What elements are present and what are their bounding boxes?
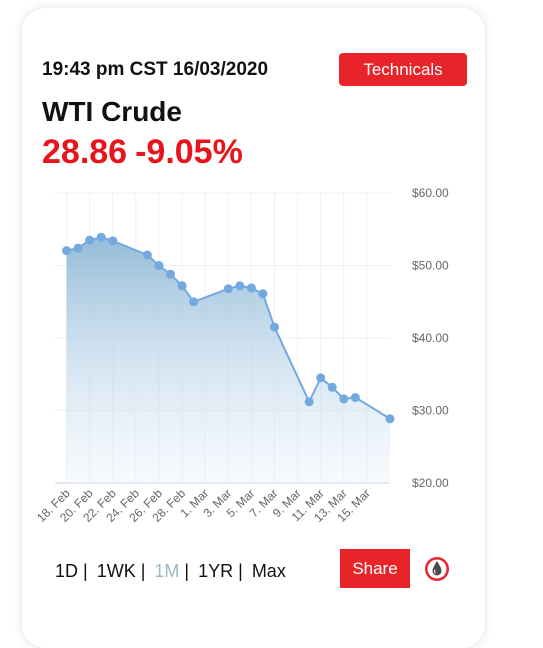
range-selector: 1D | 1WK | 1M | 1YR | Max — [55, 561, 286, 582]
data-point[interactable] — [235, 281, 245, 291]
data-point[interactable] — [96, 232, 106, 242]
data-point[interactable] — [269, 322, 279, 332]
y-tick-label: $50.00 — [412, 259, 449, 273]
share-button[interactable]: Share — [340, 549, 410, 588]
data-point[interactable] — [154, 261, 164, 270]
oil-drop-icon[interactable] — [424, 556, 450, 582]
data-point[interactable] — [316, 373, 326, 383]
data-point[interactable] — [142, 250, 152, 260]
quote-timestamp: 19:43 pm CST 16/03/2020 — [42, 59, 269, 80]
data-point[interactable] — [385, 414, 395, 424]
data-point[interactable] — [223, 284, 233, 294]
data-point[interactable] — [62, 246, 72, 256]
data-point[interactable] — [339, 394, 349, 404]
range-1m[interactable]: 1M — [154, 561, 180, 581]
price-chart[interactable]: $60.00$50.00$40.00$30.00$20.00 18. Feb20… — [0, 0, 543, 633]
range-separator: | — [238, 561, 243, 581]
range-max[interactable]: Max — [251, 561, 286, 581]
data-point[interactable] — [177, 281, 187, 291]
data-point[interactable] — [246, 283, 256, 293]
range-1yr[interactable]: 1YR — [198, 561, 234, 581]
data-point[interactable] — [73, 243, 83, 253]
range-separator: | — [140, 561, 146, 581]
price-change: -9.05% — [135, 133, 243, 171]
range-1wk[interactable]: 1WK — [96, 561, 136, 581]
data-point[interactable] — [258, 289, 268, 299]
data-point[interactable] — [166, 269, 176, 279]
y-tick-label: $30.00 — [412, 404, 449, 418]
y-tick-label: $20.00 — [412, 476, 449, 490]
price-value: 28.86 — [42, 133, 128, 171]
series-area — [66, 237, 390, 483]
data-point[interactable] — [327, 382, 337, 392]
price-display: 28.86 -9.05% — [42, 133, 251, 172]
data-point[interactable] — [304, 397, 314, 407]
y-tick-label: $40.00 — [412, 331, 449, 345]
data-point[interactable] — [350, 392, 360, 402]
range-separator: | — [83, 561, 88, 581]
commodity-name: WTI Crude — [42, 96, 182, 127]
data-point[interactable] — [85, 235, 95, 245]
range-separator: | — [184, 561, 190, 581]
data-point[interactable] — [189, 297, 199, 307]
technicals-button[interactable]: Technicals — [339, 53, 467, 86]
range-1d[interactable]: 1D — [55, 561, 79, 581]
y-tick-label: $60.00 — [412, 186, 449, 200]
data-point[interactable] — [108, 236, 118, 246]
